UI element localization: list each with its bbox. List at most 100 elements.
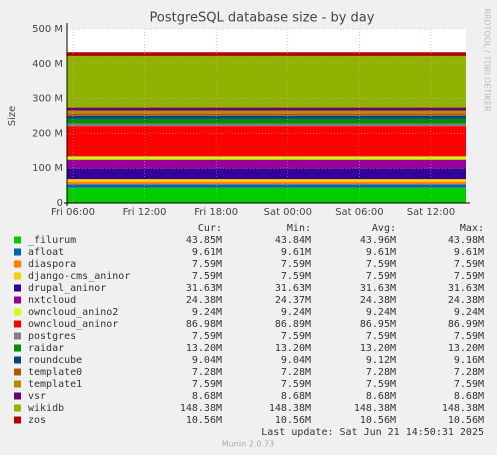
area-band	[67, 126, 466, 157]
area-band	[67, 181, 466, 185]
legend-swatch	[14, 332, 21, 340]
y-tick-label: 400 M	[32, 59, 63, 70]
legend-swatch	[14, 392, 21, 400]
y-tick-label: 0	[57, 198, 63, 209]
legend-value: 86.95M	[360, 319, 396, 330]
legend-value: 43.98M	[448, 235, 484, 246]
x-tick-label: Fri 18:00	[194, 207, 238, 218]
legend-value: 10.56M	[186, 415, 222, 426]
legend-swatch	[14, 404, 21, 412]
legend-value: 9.61M	[366, 247, 396, 258]
y-tick-label: 300 M	[32, 94, 63, 105]
legend-value: 7.59M	[281, 331, 311, 342]
y-tick-label: 200 M	[32, 128, 63, 139]
legend-swatch	[14, 320, 21, 328]
legend-value: 7.59M	[366, 379, 396, 390]
legend-value: 9.04M	[192, 355, 222, 366]
legend-label: nxtcloud	[28, 295, 76, 306]
legend-value: 7.28M	[454, 367, 484, 378]
legend-value: 7.28M	[281, 367, 311, 378]
x-tick-label: Sat 12:00	[407, 207, 455, 218]
legend-value: 7.59M	[454, 259, 484, 270]
y-tick-label: 100 M	[32, 163, 63, 174]
legend-swatch	[14, 296, 21, 304]
legend-value: 7.59M	[454, 271, 484, 282]
legend-label: afloat	[28, 247, 64, 258]
legend-value: 7.59M	[192, 331, 222, 342]
legend-value: 9.12M	[366, 355, 396, 366]
legend-value: 8.68M	[192, 391, 222, 402]
legend-value: 13.20M	[186, 343, 222, 354]
legend-swatch	[14, 308, 21, 316]
legend-value: 9.61M	[192, 247, 222, 258]
legend-value: 9.24M	[281, 307, 311, 318]
legend-label: template1	[28, 379, 82, 390]
area-band	[67, 110, 466, 114]
legend-label: zos	[28, 415, 46, 426]
area-band	[67, 156, 466, 160]
legend-value: 7.59M	[192, 271, 222, 282]
area-band	[67, 118, 466, 124]
area-band	[67, 113, 466, 116]
legend-value: 8.68M	[454, 391, 484, 402]
legend-value: 7.59M	[281, 259, 311, 270]
legend-swatch	[14, 416, 21, 424]
chart-title: PostgreSQL database size - by day	[150, 11, 375, 26]
legend-value: 148.38M	[269, 403, 311, 414]
legend-value: 24.38M	[186, 295, 222, 306]
area-band	[67, 55, 466, 108]
legend-value: 7.59M	[192, 259, 222, 270]
legend-swatch	[14, 248, 21, 256]
legend-label: postgres	[28, 331, 76, 342]
legend-label: owncloud_aninor	[28, 319, 118, 330]
column-header: Min:	[287, 223, 311, 234]
legend-value: 31.63M	[186, 283, 222, 294]
legend-label: vsr	[28, 391, 46, 402]
legend-swatch	[14, 344, 21, 352]
column-header: Cur:	[198, 223, 222, 234]
legend-label: roundcube	[28, 355, 82, 366]
legend-value: 8.68M	[281, 391, 311, 402]
area-band	[67, 179, 466, 182]
area-band	[67, 184, 466, 188]
legend-value: 13.20M	[360, 343, 396, 354]
legend-value: 24.38M	[448, 295, 484, 306]
legend-swatch	[14, 236, 21, 244]
legend-value: 7.59M	[281, 379, 311, 390]
legend-value: 43.84M	[275, 235, 311, 246]
area-band	[67, 115, 466, 119]
area-band	[67, 52, 466, 56]
legend-value: 9.16M	[454, 355, 484, 366]
legend-label: diaspora	[28, 259, 76, 270]
legend-swatch	[14, 272, 21, 280]
x-tick-label: Sat 00:00	[264, 207, 312, 218]
legend-value: 7.28M	[366, 367, 396, 378]
last-update: Last update: Sat Jun 21 14:50:31 2025	[261, 427, 484, 438]
legend-swatch	[14, 260, 21, 268]
legend-value: 7.59M	[192, 379, 222, 390]
legend-label: template0	[28, 367, 82, 378]
legend-swatch	[14, 356, 21, 364]
area-band	[67, 187, 466, 203]
legend-value: 86.98M	[186, 319, 222, 330]
x-tick-label: Fri 06:00	[51, 207, 95, 218]
legend-label: raidar	[28, 343, 64, 354]
legend-value: 24.38M	[360, 295, 396, 306]
legend-value: 9.61M	[281, 247, 311, 258]
legend-value: 9.24M	[454, 307, 484, 318]
legend-value: 86.99M	[448, 319, 484, 330]
legend-value: 10.56M	[360, 415, 396, 426]
legend-value: 86.89M	[275, 319, 311, 330]
legend-label: owncloud_anino2	[28, 307, 118, 318]
legend-value: 7.28M	[192, 367, 222, 378]
legend-value: 10.56M	[448, 415, 484, 426]
legend-swatch	[14, 380, 21, 388]
column-header: Avg:	[372, 223, 396, 234]
x-tick-label: Fri 12:00	[123, 207, 167, 218]
legend-value: 7.59M	[454, 379, 484, 390]
footer: Munin 2.0.73	[222, 440, 274, 449]
legend-value: 43.96M	[360, 235, 396, 246]
legend-swatch	[14, 284, 21, 292]
legend-value: 31.63M	[360, 283, 396, 294]
area-band	[67, 168, 466, 180]
